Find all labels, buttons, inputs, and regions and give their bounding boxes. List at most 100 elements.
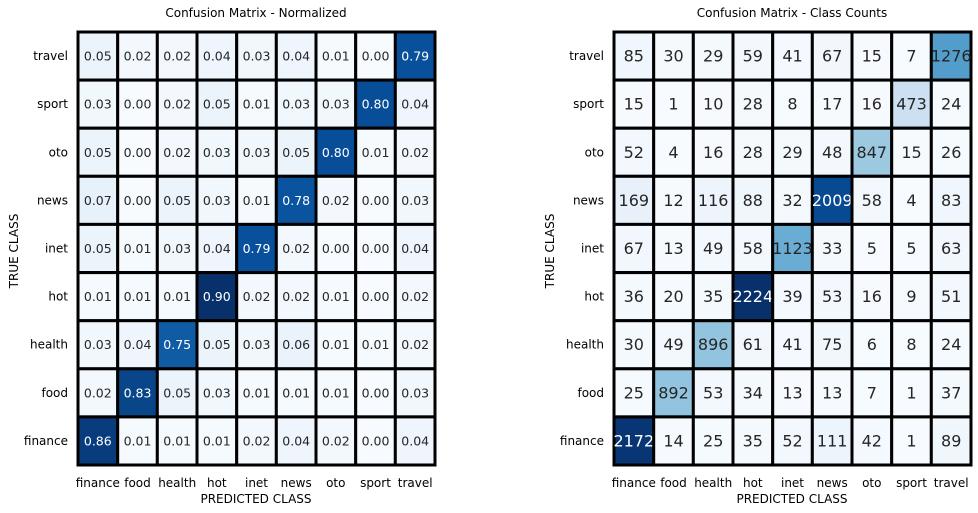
- normalized-matrix-panel: Confusion Matrix - Normalized PREDICTED …: [7, 6, 437, 506]
- row-tick-label: oto: [49, 145, 68, 159]
- heatmap-cell: [929, 222, 973, 274]
- cell-value-label: 26: [941, 143, 961, 162]
- cell-value-label: 5: [906, 239, 916, 258]
- cell-value-label: 5: [867, 239, 877, 258]
- cell-value-label: 0.01: [282, 385, 310, 400]
- heatmap-cell: [314, 319, 358, 371]
- chart-title: Confusion Matrix - Normalized: [165, 6, 346, 20]
- cell-value-label: 0.90: [203, 289, 231, 304]
- cell-value-label: 0.80: [362, 97, 390, 112]
- cell-value-label: 16: [862, 95, 882, 114]
- cell-value-label: 13: [822, 383, 842, 402]
- cell-value-label: 35: [703, 287, 723, 306]
- cell-value-label: 88: [743, 191, 763, 210]
- cell-value-label: 14: [663, 431, 683, 450]
- heatmap-cell: [691, 415, 735, 467]
- cell-value-label: 0.05: [203, 97, 231, 112]
- cell-value-label: 13: [782, 383, 802, 402]
- cell-value-label: 0.00: [124, 145, 152, 160]
- heatmap-cell: [771, 367, 814, 419]
- cell-value-label: 0.05: [84, 241, 112, 256]
- cell-value-label: 29: [703, 47, 723, 66]
- cell-value-label: 53: [703, 383, 723, 402]
- heatmap-cell: [929, 78, 973, 130]
- cell-value-label: 35: [743, 431, 763, 450]
- cell-value-label: 0.03: [203, 193, 231, 208]
- cell-value-label: 0.01: [322, 337, 350, 352]
- column-tick-label: food: [660, 476, 687, 490]
- cell-value-label: 0.02: [401, 337, 429, 352]
- cell-value-label: 32: [782, 191, 802, 210]
- cell-value-label: 0.02: [401, 145, 429, 160]
- row-tick-label: hot: [48, 290, 68, 304]
- cell-value-label: 58: [743, 239, 763, 258]
- heatmap-cell: [393, 367, 437, 419]
- cell-value-label: 0.01: [243, 193, 271, 208]
- heatmap-cell: [771, 271, 814, 323]
- cell-value-label: 15: [901, 143, 921, 162]
- counts-matrix-panel: Confusion Matrix - Class Counts PREDICTE…: [543, 6, 973, 506]
- column-tick-label: food: [124, 476, 151, 490]
- cell-value-label: 13: [663, 239, 683, 258]
- cell-value-label: 0.04: [124, 337, 152, 352]
- heatmap-cell: [890, 30, 933, 82]
- cell-value-label: 0.00: [362, 433, 390, 448]
- cell-value-label: 1276: [931, 47, 972, 66]
- heatmap-cell: [235, 415, 278, 467]
- cell-value-label: 7: [906, 47, 916, 66]
- cell-value-label: 2172: [613, 431, 654, 450]
- cell-value-label: 0.79: [401, 49, 429, 64]
- cell-value-label: 0.01: [124, 241, 152, 256]
- cell-value-label: 111: [817, 431, 848, 450]
- cell-value-label: 33: [822, 239, 842, 258]
- cell-value-label: 0.03: [84, 337, 112, 352]
- cell-value-label: 0.00: [362, 289, 390, 304]
- cell-value-label: 0.02: [322, 433, 350, 448]
- heatmap-cell: [731, 222, 775, 274]
- cell-value-label: 0.00: [362, 49, 390, 64]
- cell-value-label: 0.00: [362, 241, 390, 256]
- heatmap-cell: [850, 174, 894, 226]
- cell-value-label: 0.05: [203, 337, 231, 352]
- cell-value-label: 0.02: [401, 289, 429, 304]
- column-tick-label: oto: [862, 476, 881, 490]
- heatmap-cell: [771, 126, 814, 178]
- cell-value-label: 0.83: [124, 385, 152, 400]
- cell-value-label: 1: [668, 95, 678, 114]
- cell-value-label: 67: [624, 239, 644, 258]
- heatmap-cell: [235, 319, 278, 371]
- heatmap-cell: [155, 367, 199, 419]
- cell-value-label: 0.01: [362, 145, 390, 160]
- cell-value-label: 12: [663, 191, 683, 210]
- cell-value-label: 847: [857, 143, 888, 162]
- cell-value-label: 0.04: [401, 241, 429, 256]
- cell-value-label: 2009: [812, 191, 853, 210]
- cell-value-label: 0.00: [362, 193, 390, 208]
- cell-value-label: 0.02: [163, 49, 191, 64]
- heatmap-cell: [890, 319, 933, 371]
- heatmap-cell: [354, 30, 397, 82]
- cell-value-label: 48: [822, 143, 842, 162]
- cell-value-label: 28: [743, 143, 763, 162]
- cell-value-label: 41: [782, 47, 802, 66]
- cell-value-label: 83: [941, 191, 961, 210]
- cell-value-label: 36: [624, 287, 644, 306]
- heatmap-cell: [235, 126, 278, 178]
- cell-value-label: 0.01: [322, 49, 350, 64]
- cell-value-label: 0.80: [322, 145, 350, 160]
- row-tick-label: sport: [37, 97, 68, 111]
- cell-value-label: 2224: [732, 287, 773, 306]
- cell-value-label: 0.02: [282, 289, 310, 304]
- row-tick-label: finance: [24, 434, 68, 448]
- column-tick-label: inet: [781, 476, 804, 490]
- heatmap-cell: [274, 367, 318, 419]
- row-tick-label: hot: [584, 290, 604, 304]
- cell-value-label: 17: [822, 95, 842, 114]
- cell-value-label: 892: [658, 383, 689, 402]
- cell-value-label: 0.05: [84, 145, 112, 160]
- cell-value-label: 4: [906, 191, 916, 210]
- row-tick-labels: travel sport oto news inet hot health food finan…: [560, 49, 604, 448]
- cell-value-label: 85: [624, 47, 644, 66]
- cell-value-label: 0.04: [282, 433, 310, 448]
- cell-value-label: 8: [787, 95, 797, 114]
